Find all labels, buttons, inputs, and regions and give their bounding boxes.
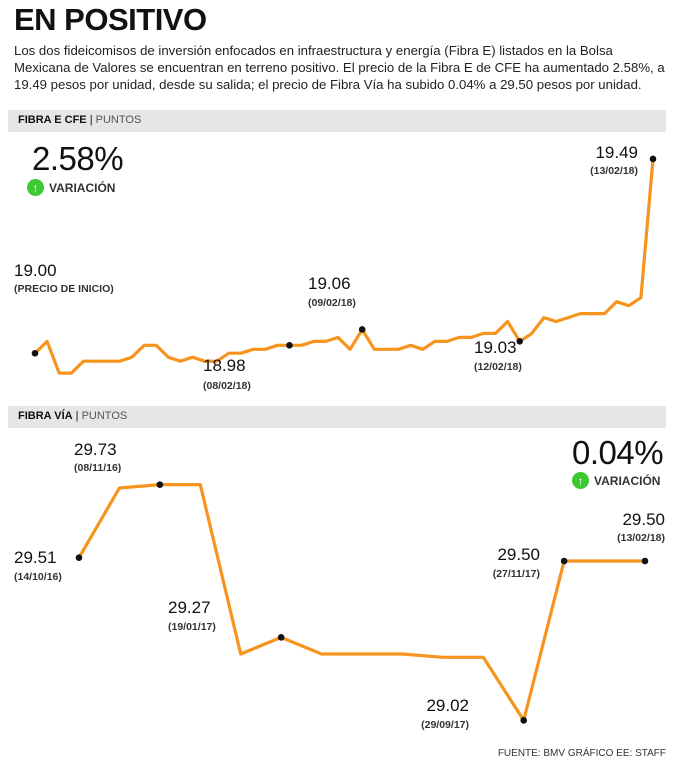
chart2-value-label-5: 29.50 [622,510,665,529]
page-title: EN POSITIVO [14,2,207,37]
chart2-date-label-0: (14/10/16) [14,571,62,583]
chart2-date-label-1: (08/11/16) [74,462,121,474]
chart2-unit: PUNTOS [81,410,128,422]
chart2-value-label-0: 29.51 [14,548,57,567]
chart1-value-label-1: 18.98 [203,356,246,375]
chart1-date-label-3: (12/02/18) [474,361,522,373]
chart1-value-label-0: 19.00 [14,261,57,280]
chart1-date-label-1: (08/02/18) [203,380,251,392]
chart1-point-0 [31,349,39,357]
up-arrow-icon: ↑ [572,472,589,489]
chart1-date-label-2: (09/02/18) [308,297,356,309]
chart2-value-label-3: 29.02 [426,696,469,715]
chart1-name: FIBRA E CFE [18,114,87,126]
chart2-point-3 [520,717,528,724]
chart2-value-label-4: 29.50 [497,545,540,564]
chart1-point-3 [516,338,524,345]
chart1-value-label-4: 19.49 [595,143,638,162]
chart2-value-label-2: 29.27 [168,598,211,617]
chart2-date-label-5: (13/02/18) [617,532,665,544]
chart1-point-4 [649,155,657,163]
chart2-point-1 [156,481,164,488]
chart2-date-label-2: (19/01/17) [168,621,216,633]
up-arrow-icon: ↑ [27,179,44,196]
chart1-date-label-0: (PRECIO DE INICIO) [14,283,114,295]
chart1-date-label-4: (13/02/18) [590,165,638,177]
chart2-series-line [77,483,647,723]
chart2-point-5 [641,557,649,565]
chart1-point-1 [286,342,293,349]
chart2-point-4 [560,557,568,565]
chart1-point-2 [358,326,366,333]
chart1-unit: PUNTOS [95,114,142,126]
chart2-name: FIBRA VÍA [18,410,73,422]
chart1-variation: ↑ VARIACIÓN [27,179,115,196]
chart2-point-2 [277,634,285,641]
chart2-point-0 [75,554,83,561]
chart2-value-label-1: 29.73 [74,440,117,459]
chart2-date-label-3: (29/09/17) [421,719,469,731]
chart2-date-label-4: (27/11/17) [493,568,540,580]
chart2-variation-value: 0.04% [572,434,664,471]
source-note: FUENTE: BMV GRÁFICO EE: STAFF [497,748,666,759]
chart2-variation-label: VARIACIÓN [594,473,661,488]
chart1-series-line [33,157,655,375]
chart1-value-label-2: 19.06 [308,274,351,293]
chart1-header-bar: FIBRA E CFE | PUNTOS [8,110,666,132]
chart1-variation-value: 2.58% [32,140,124,177]
chart2-header-bar: FIBRA VÍA | PUNTOS [8,406,666,428]
chart1-value-label-3: 19.03 [474,338,517,357]
intro-text: Los dos fideicomisos de inversión enfoca… [14,43,665,92]
chart1-variation-label: VARIACIÓN [49,180,116,195]
chart2-variation: ↑ VARIACIÓN [572,472,660,489]
